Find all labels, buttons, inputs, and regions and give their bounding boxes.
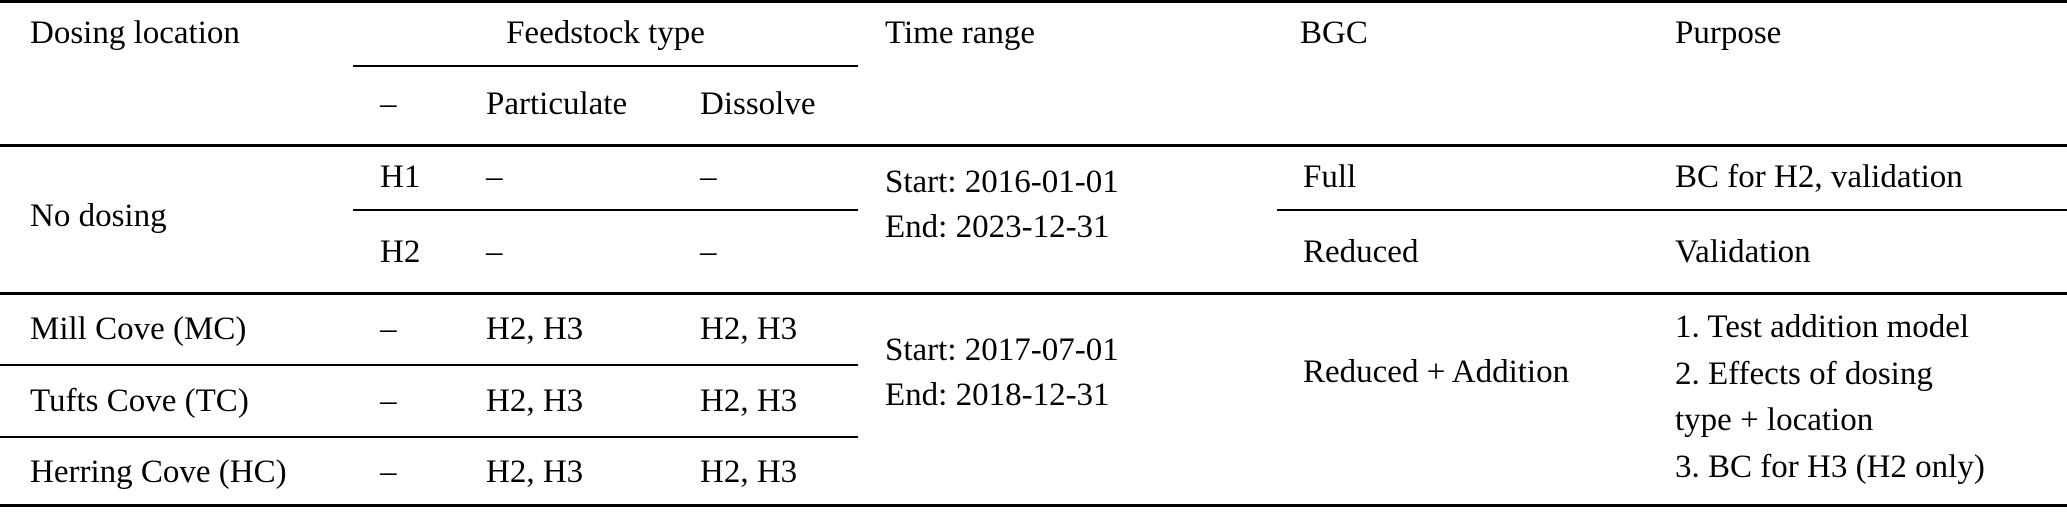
rule-top	[0, 0, 2067, 3]
cell-h1-scenario: H1	[380, 158, 421, 195]
cell-tc-particulate: H2, H3	[486, 382, 584, 419]
cell-dosing-purpose-line-2: 2. Effects of dosing	[1675, 355, 1933, 392]
header-dosing-location: Dosing location	[30, 14, 240, 51]
cell-hc-particulate: H2, H3	[486, 453, 584, 490]
cell-dosing-bgc: Reduced + Addition	[1303, 353, 1570, 390]
header-purpose: Purpose	[1675, 14, 1782, 51]
cell-tc-location: Tufts Cove (TC)	[30, 382, 249, 419]
cell-h1-particulate: –	[486, 158, 503, 195]
header-feedstock-type: Feedstock type	[506, 14, 705, 51]
cell-hc-scenario: –	[380, 453, 397, 490]
cell-h2-scenario: H2	[380, 233, 421, 270]
subheader-dissolve: Dissolve	[700, 85, 816, 122]
cell-hc-dissolve: H2, H3	[700, 453, 798, 490]
cell-mc-particulate: H2, H3	[486, 310, 584, 347]
cell-h2-particulate: –	[486, 233, 503, 270]
cell-dosing-purpose-line-3: type + location	[1675, 401, 1874, 438]
rule-mc-tc-divider	[0, 364, 858, 366]
cell-dosing-purpose-line-1: 1. Test addition model	[1675, 308, 1970, 345]
rule-section-divider	[0, 292, 2067, 295]
rule-header-bottom	[0, 144, 2067, 147]
cell-time-range-1-end: End: 2023-12-31	[885, 208, 1110, 245]
cell-mc-dissolve: H2, H3	[700, 310, 798, 347]
cell-time-range-2-end: End: 2018-12-31	[885, 376, 1110, 413]
cell-time-range-2-start: Start: 2017-07-01	[885, 331, 1119, 368]
cell-tc-scenario: –	[380, 382, 397, 419]
cell-mc-location: Mill Cove (MC)	[30, 310, 247, 347]
cell-h1-bgc: Full	[1303, 158, 1357, 195]
cell-h2-dissolve: –	[700, 233, 717, 270]
rule-bgc-purpose-divider	[1277, 209, 2067, 211]
rule-bottom	[0, 504, 2067, 507]
cell-h1-purpose: BC for H2, validation	[1675, 158, 1963, 195]
header-time-range: Time range	[885, 14, 1036, 51]
cell-dosing-purpose-line-4: 3. BC for H3 (H2 only)	[1675, 448, 1985, 485]
cell-h2-purpose: Validation	[1675, 233, 1811, 270]
cell-hc-location: Herring Cove (HC)	[30, 453, 287, 490]
cell-mc-scenario: –	[380, 310, 397, 347]
subheader-particulate: Particulate	[486, 85, 628, 122]
header-bgc: BGC	[1300, 14, 1368, 51]
cell-h2-bgc: Reduced	[1303, 233, 1419, 270]
cell-tc-dissolve: H2, H3	[700, 382, 798, 419]
rule-feedstock-group	[353, 65, 858, 67]
cell-h1-dissolve: –	[700, 158, 717, 195]
subheader-scenario: –	[380, 85, 397, 122]
cell-no-dosing-location: No dosing	[30, 197, 167, 234]
cell-time-range-1-start: Start: 2016-01-01	[885, 163, 1119, 200]
rule-tc-hc-divider	[0, 436, 858, 438]
rule-h1-h2-divider	[353, 209, 858, 211]
